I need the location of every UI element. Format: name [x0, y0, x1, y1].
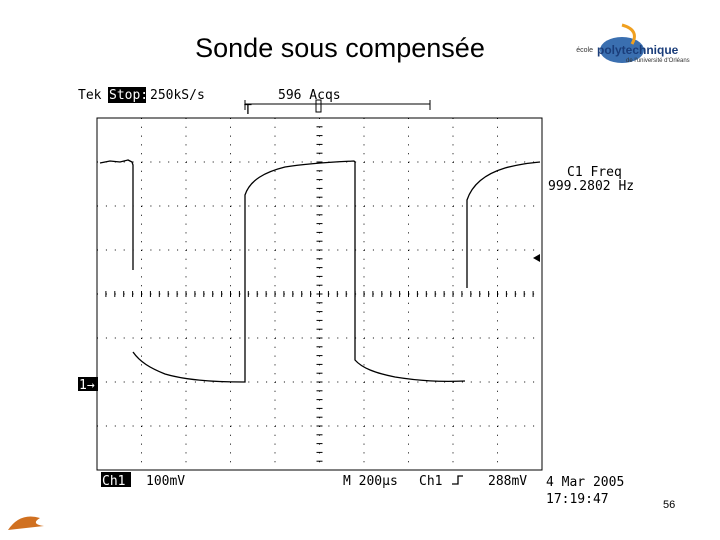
- trigger-level: 288mV: [488, 474, 527, 489]
- trigger-source: Ch1: [419, 474, 442, 489]
- trigger-marker: T: [244, 103, 252, 118]
- scope-brand: Tek: [78, 88, 102, 103]
- measurement-value: 999.2802 Hz: [548, 179, 634, 194]
- logo-prefix: école: [576, 47, 593, 54]
- record-ruler: [244, 99, 431, 113]
- scope-state: Stop:: [109, 88, 148, 103]
- channel-badge: [101, 472, 131, 487]
- trigger-level-arrow: [533, 254, 540, 262]
- footer-logo: [8, 516, 44, 530]
- graticule: [96, 117, 543, 471]
- sample-rate: 250kS/s: [150, 88, 205, 103]
- date: 4 Mar 2005: [546, 475, 624, 490]
- time: 17:19:47: [546, 492, 609, 507]
- measurement-label: C1 Freq: [567, 165, 622, 180]
- slide-title: Sonde sous compensée: [195, 33, 485, 63]
- volts-per-div: 100mV: [146, 474, 185, 489]
- trigger-slope: [452, 475, 463, 485]
- logo-name: polytechnique: [597, 43, 679, 57]
- logo-swoosh: [621, 23, 636, 45]
- page-number: 56: [663, 499, 675, 511]
- stop-badge: [108, 87, 146, 103]
- waveform: [99, 159, 541, 383]
- acquisitions: 596 Acqs: [278, 88, 341, 103]
- logo-subtitle: de l'université d'Orléans: [626, 58, 690, 64]
- channel: Ch1: [102, 474, 125, 489]
- timebase: M 200µs: [343, 474, 398, 489]
- logo: école polytechnique de l'université d'Or…: [576, 23, 690, 64]
- channel-marker: 1→: [79, 378, 95, 393]
- channel-marker-bg: [78, 377, 98, 391]
